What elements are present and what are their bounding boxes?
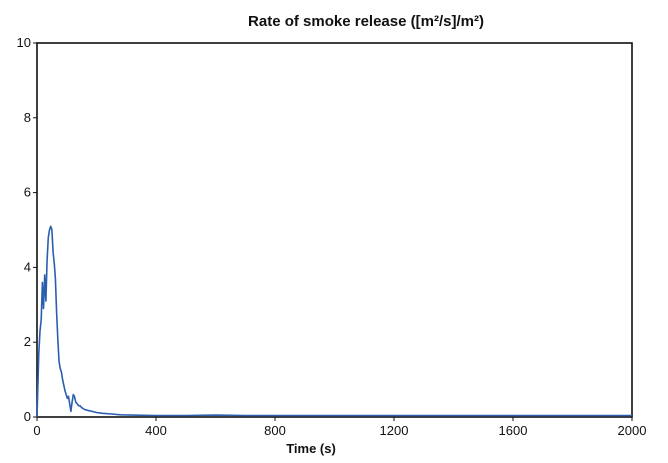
y-tick-label: 4 [24, 259, 31, 274]
x-tick-label: 800 [264, 423, 286, 438]
y-tick-label: 0 [24, 409, 31, 424]
x-tick-label: 1600 [499, 423, 528, 438]
y-tick-label: 2 [24, 334, 31, 349]
x-tick-label: 2000 [618, 423, 647, 438]
x-tick-label: 400 [145, 423, 167, 438]
y-tick-label: 10 [17, 35, 31, 50]
axis-ticks: 0 400 800 1200 1600 2000 0 2 4 6 8 10 [17, 35, 647, 438]
x-tick-label: 0 [33, 423, 40, 438]
y-tick-label: 6 [24, 185, 31, 200]
y-tick-label: 8 [24, 110, 31, 125]
x-axis-label: Time (s) [286, 441, 336, 456]
series-line-0 [36, 225, 632, 418]
x-tick-label: 1200 [380, 423, 409, 438]
chart-title: Rate of smoke release ([m²/s]/m²) [248, 13, 484, 30]
plot-frame [36, 42, 633, 418]
series-layer [36, 225, 632, 418]
